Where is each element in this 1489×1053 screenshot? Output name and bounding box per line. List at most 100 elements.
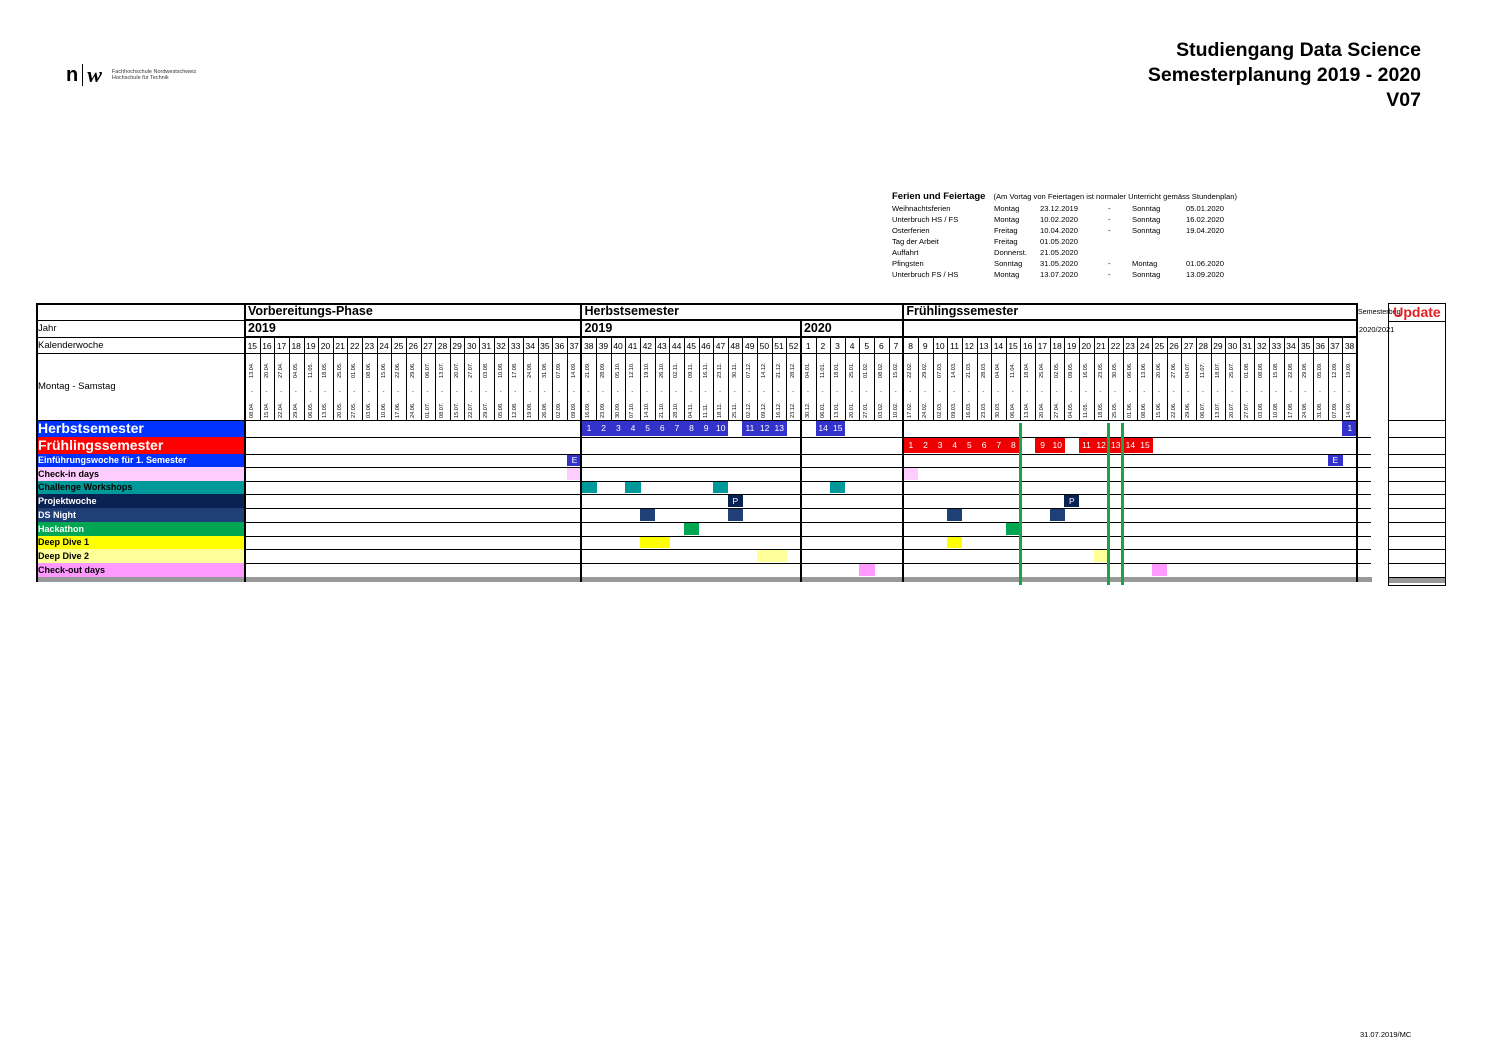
calendar-week-number: 45 (686, 341, 696, 351)
event-block: 11 (1078, 438, 1095, 453)
grid-line (1269, 337, 1271, 420)
holiday-cell: - (1108, 204, 1111, 213)
holiday-cell: Osterferien (892, 226, 930, 235)
week-end-date: 15.08. (1273, 362, 1280, 378)
week-date-range: 07.12. - 02.12. (742, 355, 756, 419)
grid-line (1342, 337, 1344, 420)
week-date-range: 30.11. - 25.11. (728, 355, 742, 419)
grid-line (713, 337, 715, 420)
week-date-range: 12.09. - 07.09. (1328, 355, 1342, 419)
week-date-range: 22.06. - 17.06. (391, 355, 405, 419)
holiday-row: Osterferien Freitag 10.04.2020 - Sonntag 19.0… (892, 225, 1224, 236)
week-start-date: 01.07. (424, 402, 431, 418)
week-start-date: 10.02. (892, 402, 899, 418)
date-separator: - (675, 389, 678, 395)
week-end-date: 13.04. (249, 362, 255, 378)
row-label-hackathon: Hackathon (36, 522, 245, 536)
calendar-week-number: 9 (922, 341, 928, 351)
week-start-date: 03.06. (366, 402, 373, 418)
grid-line (1283, 337, 1285, 420)
week-start-date: 31.08. (1316, 402, 1323, 418)
week-end-date: 20.06. (1156, 362, 1163, 378)
grid-line (36, 549, 1371, 550)
week-start-date: 13.01. (834, 402, 841, 418)
date-separator: - (836, 389, 839, 395)
grid-line (1166, 337, 1168, 420)
date-separator: - (850, 389, 853, 395)
calendar-week-number: 30 (1227, 341, 1238, 351)
week-start-date: 17.08. (1287, 402, 1294, 418)
date-separator: - (777, 389, 780, 395)
title-version: V07 (1386, 89, 1421, 111)
week-end-date: 24.08. (526, 362, 533, 378)
week-end-date: 07.12. (746, 362, 753, 378)
week-end-date: 18.01. (834, 362, 841, 378)
week-start-date: 27.01. (863, 402, 870, 418)
grid-line (1254, 337, 1256, 420)
week-end-date: 07.03. (936, 362, 943, 378)
week-date-range: 30.05. - 25.05. (1108, 355, 1122, 419)
week-start-date: 27.05. (351, 402, 358, 418)
logo-text: Fachhochschule Nordwestschweiz Hochschul… (112, 69, 196, 82)
week-end-date: 13.06. (1141, 362, 1148, 378)
grid-line-thick (580, 303, 583, 582)
grid-line (405, 337, 407, 420)
week-end-date: 19.10. (644, 362, 650, 378)
week-start-date: 30.12. (804, 402, 811, 418)
week-start-date: 11.05. (1082, 402, 1089, 418)
holiday-cell: 19.04.2020 (1186, 226, 1225, 235)
event-block: 13 (771, 421, 787, 436)
date-separator: - (1084, 389, 1087, 395)
calendar-week-number: 14 (993, 341, 1004, 351)
week-date-range: 12.10. - 07.10. (625, 355, 639, 419)
calendar-week-number: 6 (879, 341, 884, 351)
date-separator: - (792, 389, 795, 395)
calendar-week-number: 12 (964, 341, 974, 351)
week-end-date: 14.03. (951, 362, 958, 378)
week-start-date: 08.07. (439, 402, 446, 418)
event-block (727, 509, 743, 521)
grid-line (1181, 337, 1183, 420)
grid-line (1108, 337, 1110, 420)
week-start-date: 24.02. (921, 402, 928, 418)
week-date-range: 22.08. - 17.08. (1284, 355, 1298, 419)
date-separator: - (1216, 389, 1219, 395)
date-separator: - (1099, 389, 1102, 395)
year-label: 2020 (803, 321, 832, 335)
event-block: 9 (698, 421, 714, 436)
event-block (1049, 509, 1065, 521)
event-block: 15 (830, 421, 846, 436)
event-block: 3 (610, 421, 626, 436)
date-separator: - (631, 389, 634, 395)
logo-w: w (87, 62, 102, 87)
holiday-row: Tag der Arbeit Freitag 01.05.2020 (892, 236, 1224, 247)
holiday-cell: 05.01.2020 (1186, 204, 1225, 213)
holidays-box: Ferien und Feiertage (Am Vortag von Feie… (892, 191, 1237, 280)
week-end-date: 06.07. (424, 362, 431, 378)
week-end-date: 02.05. (1053, 362, 1060, 378)
date-separator: - (938, 389, 941, 395)
grid-line (669, 337, 671, 420)
date-separator: - (1158, 389, 1160, 395)
holiday-cell: 16.02.2020 (1186, 215, 1225, 224)
week-end-date: 12.09. (1331, 362, 1338, 378)
update-cell (1389, 468, 1445, 482)
event-block: 14 (815, 421, 831, 436)
holiday-cell: 31.05.2020 (1040, 259, 1079, 268)
date-separator: - (1348, 389, 1351, 395)
grid-line (36, 563, 1371, 564)
year-label: 2019 (584, 321, 613, 335)
week-start-date: 29.06. (1185, 402, 1192, 418)
grid-line (36, 454, 1371, 455)
calendar-week-number: 25 (1154, 341, 1165, 351)
date-separator: - (1055, 389, 1058, 395)
calendar-week-number: 49 (744, 341, 755, 351)
week-start-date: 24.08. (1302, 402, 1309, 418)
week-start-date: 22.04. (278, 402, 285, 418)
holiday-marker-line (1121, 423, 1125, 585)
week-start-date: 13.04. (1024, 402, 1031, 418)
week-date-range: 11.04. - 06.04. (1006, 355, 1020, 419)
update-cell (1389, 482, 1445, 495)
event-block: 6 (976, 438, 992, 453)
date-separator: - (1011, 389, 1014, 395)
